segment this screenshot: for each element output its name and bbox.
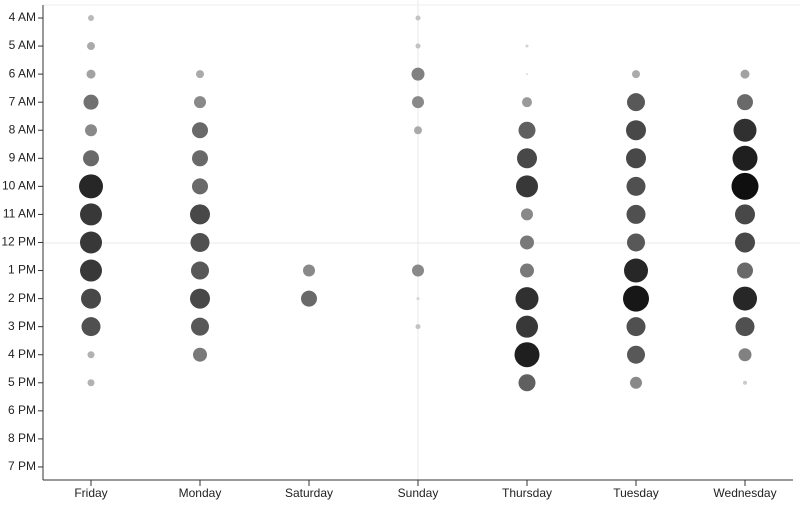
- bubble: [87, 42, 95, 51]
- bubble: [630, 376, 642, 389]
- bubble: [518, 374, 536, 392]
- y-tick-label: 11 AM: [3, 207, 36, 221]
- bubble: [626, 204, 646, 224]
- bubble: [192, 150, 208, 167]
- bubble: [415, 43, 421, 49]
- x-tick-label: Sunday: [398, 486, 439, 500]
- bubble: [190, 204, 210, 225]
- bubble: [521, 208, 533, 221]
- y-tick-label: 9 AM: [9, 150, 36, 164]
- bubble: [520, 263, 534, 278]
- y-tick-label: 5 AM: [9, 38, 36, 52]
- y-tick-label: 12 PM: [1, 235, 36, 249]
- bubble: [514, 342, 540, 368]
- bubble: [520, 235, 534, 250]
- bubble: [193, 347, 207, 362]
- y-tick-label: 7 PM: [8, 459, 36, 473]
- x-tick-label: Thursday: [502, 486, 552, 500]
- bubble: [79, 174, 103, 199]
- bubble: [627, 93, 645, 112]
- bubble: [632, 70, 640, 79]
- x-tick-label: Tuesday: [613, 486, 659, 500]
- y-tick-label: 3 PM: [8, 319, 36, 333]
- bubble: [414, 126, 422, 135]
- bubble: [301, 290, 317, 307]
- y-tick-label: 10 AM: [2, 179, 36, 193]
- y-tick-label: 8 PM: [8, 431, 36, 445]
- bubble: [733, 286, 757, 311]
- bubble: [416, 297, 420, 301]
- bubble: [191, 317, 209, 336]
- bubble: [412, 264, 424, 277]
- bubble: [518, 121, 536, 139]
- bubble: [517, 148, 537, 169]
- bubble: [80, 203, 102, 226]
- bubble: [624, 258, 648, 283]
- bubble: [738, 348, 752, 362]
- bubble: [83, 94, 99, 110]
- bubble: [86, 69, 96, 79]
- bubble: [88, 15, 94, 21]
- y-tick-label: 4 AM: [9, 10, 36, 24]
- bubble: [515, 287, 539, 311]
- bubble: [740, 69, 750, 79]
- bubble: [731, 172, 759, 200]
- bubble: [411, 67, 425, 81]
- bubble: [733, 118, 757, 142]
- y-tick-label: 8 AM: [9, 122, 36, 136]
- x-tick-label: Monday: [179, 486, 222, 500]
- bubble: [522, 97, 532, 108]
- bubble: [525, 44, 529, 48]
- bubble: [196, 70, 204, 79]
- bubble: [627, 345, 645, 364]
- bubble: [735, 232, 755, 253]
- bubble: [81, 317, 101, 337]
- bubble: [83, 150, 99, 167]
- bubble: [743, 380, 747, 385]
- bubbles: [79, 15, 759, 392]
- bubble: [415, 324, 421, 330]
- bubble: [626, 148, 646, 169]
- y-tick-label: 7 AM: [9, 94, 36, 108]
- bubble: [626, 317, 646, 337]
- bubble: [87, 351, 95, 359]
- bubble: [623, 285, 649, 312]
- bubble: [85, 124, 97, 137]
- y-tick-label: 6 AM: [9, 66, 36, 80]
- bubble: [516, 315, 538, 338]
- bubble: [737, 94, 753, 111]
- y-tick-label: 6 PM: [8, 403, 36, 417]
- y-tick-label: 5 PM: [8, 375, 36, 389]
- bubble: [735, 317, 755, 337]
- bubble: [303, 264, 315, 277]
- x-tick-label: Saturday: [285, 486, 333, 500]
- y-tick-label: 4 PM: [8, 347, 36, 361]
- bubble: [735, 204, 755, 225]
- y-tick-label: 1 PM: [8, 263, 36, 277]
- y-tick-label: 2 PM: [8, 291, 36, 305]
- bubble: [194, 96, 206, 109]
- bubble: [732, 145, 758, 171]
- bubble: [415, 15, 421, 21]
- bubble: [626, 176, 646, 196]
- x-tick-label: Wednesday: [713, 486, 776, 500]
- bubble: [80, 259, 102, 282]
- bubble: [80, 231, 102, 254]
- bubble: [190, 288, 210, 309]
- bubble: [192, 178, 208, 195]
- bubble: [191, 261, 209, 280]
- bubble: [412, 96, 424, 109]
- bubble: [626, 120, 646, 141]
- bubble: [87, 379, 95, 387]
- bubble: [526, 73, 528, 76]
- bubble: [81, 288, 101, 309]
- bubble: [627, 233, 645, 252]
- bubble: [737, 262, 753, 279]
- bubble: [190, 232, 210, 252]
- bubble: [516, 175, 538, 198]
- bubble: [192, 122, 208, 139]
- x-tick-label: Friday: [74, 486, 107, 500]
